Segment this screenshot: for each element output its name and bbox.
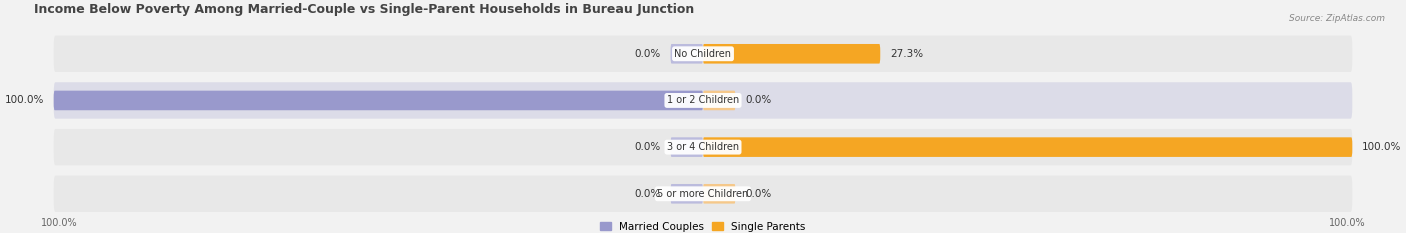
Text: Income Below Poverty Among Married-Couple vs Single-Parent Households in Bureau : Income Below Poverty Among Married-Coupl… <box>34 3 695 16</box>
Text: 0.0%: 0.0% <box>745 189 772 199</box>
Text: No Children: No Children <box>675 49 731 59</box>
Text: 0.0%: 0.0% <box>745 96 772 106</box>
Text: 3 or 4 Children: 3 or 4 Children <box>666 142 740 152</box>
FancyBboxPatch shape <box>671 184 703 204</box>
FancyBboxPatch shape <box>53 129 1353 165</box>
FancyBboxPatch shape <box>53 36 1353 72</box>
Text: 0.0%: 0.0% <box>634 49 661 59</box>
FancyBboxPatch shape <box>703 137 1353 157</box>
Legend: Married Couples, Single Parents: Married Couples, Single Parents <box>600 222 806 232</box>
Text: 0.0%: 0.0% <box>634 142 661 152</box>
FancyBboxPatch shape <box>53 176 1353 212</box>
FancyBboxPatch shape <box>53 91 703 110</box>
Text: 100.0%: 100.0% <box>41 218 77 228</box>
Text: 100.0%: 100.0% <box>1329 218 1365 228</box>
Text: Source: ZipAtlas.com: Source: ZipAtlas.com <box>1289 14 1385 23</box>
FancyBboxPatch shape <box>53 82 1353 119</box>
Text: 27.3%: 27.3% <box>890 49 924 59</box>
FancyBboxPatch shape <box>703 44 880 64</box>
Text: 1 or 2 Children: 1 or 2 Children <box>666 96 740 106</box>
Text: 0.0%: 0.0% <box>634 189 661 199</box>
FancyBboxPatch shape <box>671 137 703 157</box>
FancyBboxPatch shape <box>671 44 703 64</box>
Text: 100.0%: 100.0% <box>1362 142 1402 152</box>
FancyBboxPatch shape <box>703 91 735 110</box>
Text: 100.0%: 100.0% <box>4 96 44 106</box>
FancyBboxPatch shape <box>703 184 735 204</box>
Text: 5 or more Children: 5 or more Children <box>658 189 748 199</box>
